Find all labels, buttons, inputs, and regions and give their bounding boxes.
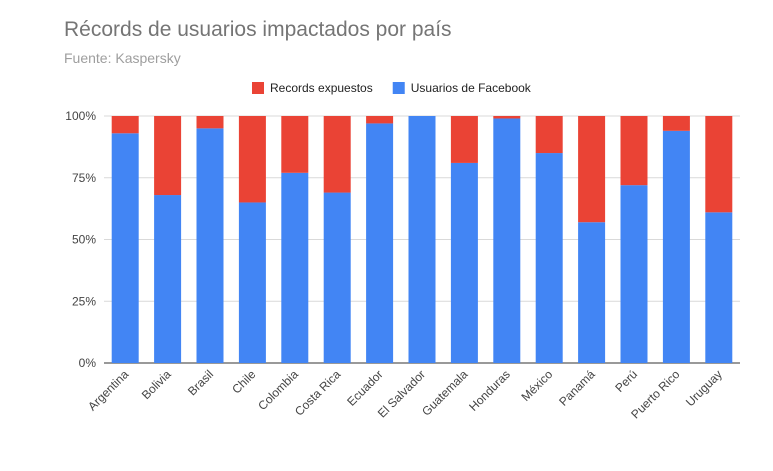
legend-label: Records expuestos — [270, 81, 373, 95]
bar-usuarios-facebook — [196, 128, 224, 363]
bar-usuarios-facebook — [238, 202, 266, 363]
x-tick-label: Guatemala — [419, 367, 471, 419]
bar-usuarios-facebook — [450, 162, 478, 363]
bar-records-expuestos — [111, 116, 139, 134]
y-tick-label: 50% — [72, 233, 96, 247]
bar-usuarios-facebook — [705, 212, 733, 363]
bar-records-expuestos — [154, 116, 182, 196]
x-tick-label: Argentina — [85, 367, 131, 413]
legend-swatch — [392, 82, 405, 94]
bar-records-expuestos — [578, 116, 606, 223]
chart-subtitle: Fuente: Kaspersky — [64, 50, 181, 66]
y-tick-label: 25% — [72, 294, 96, 308]
bar-usuarios-facebook — [493, 118, 521, 363]
bar-records-expuestos — [366, 116, 394, 124]
bar-usuarios-facebook — [408, 116, 436, 363]
y-tick-label: 100% — [65, 109, 96, 123]
bar-usuarios-facebook — [154, 195, 182, 363]
bar-records-expuestos — [281, 116, 309, 173]
bar-records-expuestos — [535, 116, 563, 154]
bar-usuarios-facebook — [620, 185, 648, 363]
y-tick-label: 0% — [79, 356, 97, 370]
bar-usuarios-facebook — [281, 172, 309, 363]
bar-usuarios-facebook — [662, 130, 690, 363]
bar-usuarios-facebook — [111, 133, 139, 363]
x-tick-label: Panamá — [556, 367, 598, 409]
x-tick-label: Honduras — [466, 367, 513, 414]
x-tick-label: Brasil — [185, 367, 216, 398]
x-tick-label: Perú — [612, 367, 640, 395]
x-tick-label: Costa Rica — [292, 367, 344, 419]
bar-records-expuestos — [705, 116, 733, 213]
x-tick-label: Ecuador — [344, 367, 386, 409]
bar-records-expuestos — [662, 116, 690, 131]
bar-usuarios-facebook — [323, 192, 351, 363]
x-tick-label: México — [519, 367, 556, 404]
legend-label: Usuarios de Facebook — [411, 81, 532, 95]
bar-usuarios-facebook — [578, 222, 606, 363]
bar-records-expuestos — [323, 116, 351, 193]
bar-records-expuestos — [620, 116, 648, 186]
y-tick-label: 75% — [72, 171, 96, 185]
x-tick-label: Uruguay — [683, 367, 725, 409]
bar-records-expuestos — [196, 116, 224, 129]
bar-records-expuestos — [238, 116, 266, 203]
bar-records-expuestos — [450, 116, 478, 163]
bar-usuarios-facebook — [366, 123, 394, 363]
legend-swatch — [252, 82, 264, 94]
x-tick-label: Chile — [229, 367, 258, 396]
chart-title: Récords de usuarios impactados por país — [64, 18, 452, 41]
bar-records-expuestos — [493, 116, 521, 119]
bar-usuarios-facebook — [535, 153, 563, 363]
x-tick-label: Bolivia — [139, 367, 174, 402]
